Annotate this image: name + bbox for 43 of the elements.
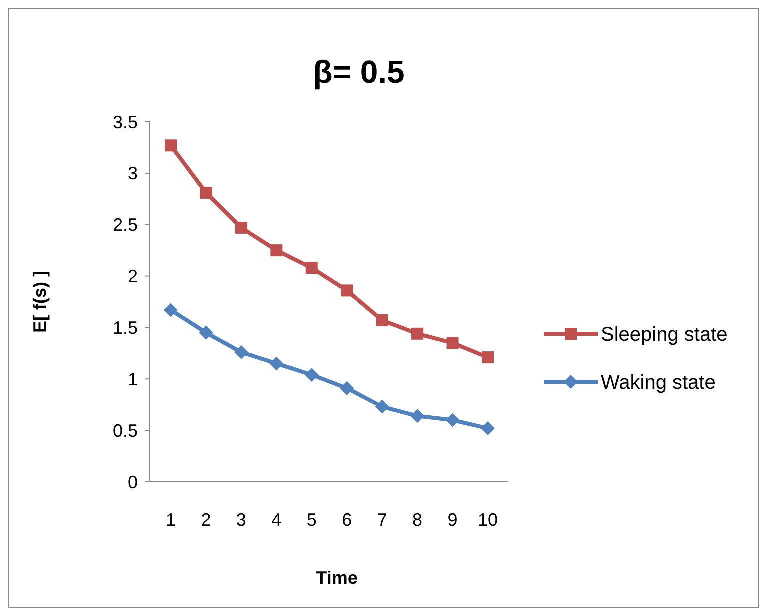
point xyxy=(446,413,460,428)
point xyxy=(199,326,214,340)
point xyxy=(200,186,212,199)
point xyxy=(482,352,494,364)
point xyxy=(446,337,459,350)
y-tick-label: 1 xyxy=(128,369,138,390)
point xyxy=(375,400,390,414)
point xyxy=(412,328,424,340)
point xyxy=(270,244,283,257)
x-tick-label: 2 xyxy=(201,510,212,530)
point xyxy=(235,222,248,234)
y-tick-label: 2 xyxy=(128,266,138,287)
x-tick-label: 7 xyxy=(377,510,388,530)
x-axis-title: Time xyxy=(316,568,358,588)
y-tick-label: 1.5 xyxy=(112,318,138,338)
point xyxy=(481,422,495,436)
point xyxy=(304,368,319,382)
y-tick-label: 3.5 xyxy=(112,112,138,132)
point xyxy=(410,409,425,424)
point xyxy=(165,140,177,152)
point xyxy=(341,284,354,297)
x-tick-label: 6 xyxy=(342,510,352,530)
point xyxy=(164,303,178,318)
x-tick-label: 8 xyxy=(412,510,423,530)
x-tick-label: 9 xyxy=(448,510,458,530)
x-tick-label: 10 xyxy=(478,510,498,530)
point xyxy=(234,345,248,360)
x-tick-label: 5 xyxy=(306,510,317,530)
y-axis-title: E[ f(s) ] xyxy=(30,271,50,333)
y-tick-label: 3 xyxy=(128,164,138,184)
point xyxy=(270,356,284,371)
x-tick-label: 4 xyxy=(272,510,282,530)
chart-title: β= 0.5 xyxy=(313,54,405,90)
point xyxy=(376,314,388,327)
y-tick-label: 0 xyxy=(128,472,138,492)
legend-label: Waking state xyxy=(601,372,716,394)
x-tick-label: 3 xyxy=(236,510,246,530)
x-tick-label: 1 xyxy=(166,510,176,530)
point xyxy=(306,262,318,274)
y-tick-label: 0.5 xyxy=(112,420,138,441)
point xyxy=(340,381,354,396)
legend-label: Sleeping state xyxy=(601,324,728,346)
y-tick-label: 2.5 xyxy=(112,215,138,236)
